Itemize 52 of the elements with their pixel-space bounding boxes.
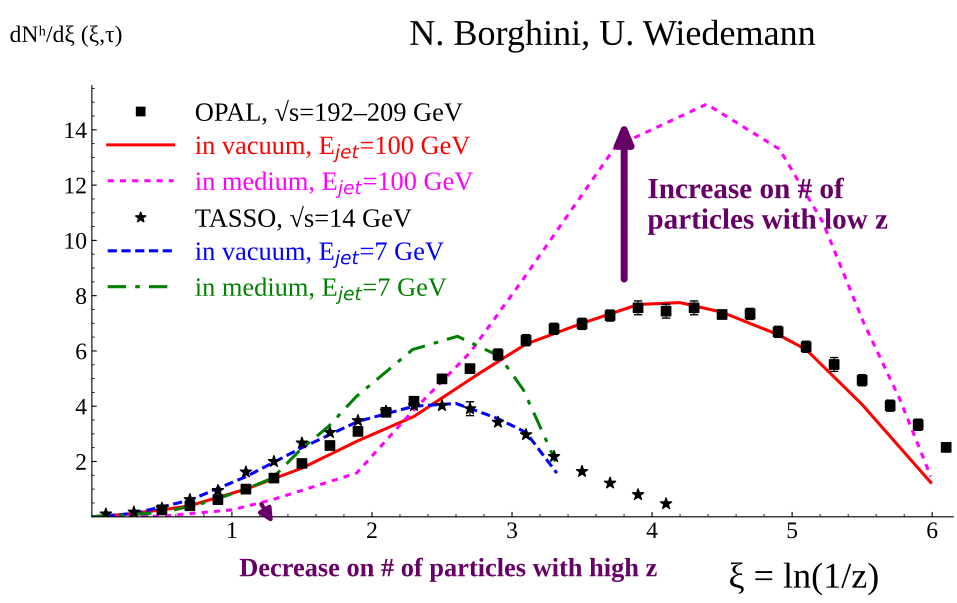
point	[828, 359, 840, 370]
point	[128, 506, 140, 517]
x-tick-label: 1	[228, 522, 236, 538]
point	[492, 416, 504, 428]
point	[576, 464, 588, 477]
point	[464, 363, 476, 374]
chart-title: N. Borghini, U. Wiedemann	[410, 20, 816, 53]
y-tick-label: 12	[65, 178, 86, 194]
point	[436, 374, 448, 384]
x-tick-label: 6	[927, 522, 938, 538]
point	[268, 472, 280, 484]
point	[240, 484, 252, 494]
legend-label: OPAL, √s=192–209 GeV	[196, 100, 463, 125]
point	[352, 414, 364, 426]
point	[716, 309, 728, 320]
point	[436, 399, 448, 412]
legend-label: in medium, E$_{jet}$=7 GeV	[195, 277, 447, 304]
y-axis-title: dNʰ/dξ (ξ,τ)	[10, 25, 122, 47]
point	[268, 454, 280, 467]
annotation: Increase on # of particles with low z	[648, 178, 888, 235]
y-tick-label: 4	[76, 398, 87, 414]
y-tick-label: 8	[76, 288, 86, 304]
point	[100, 508, 112, 517]
text: Decrease on # of particles with high z	[240, 558, 657, 582]
legend-label: in vacuum, E$_{jet}$=100 GeV	[195, 136, 470, 162]
legend-label: TASSO, √s=14 GeV	[195, 206, 412, 231]
point	[212, 484, 224, 496]
point	[604, 476, 616, 488]
y-tick-label: 6	[76, 344, 86, 360]
point	[324, 440, 336, 451]
x-tick-label: 5	[788, 522, 798, 538]
point	[296, 436, 308, 448]
x-axis-title: ξ = ln(1/z)	[730, 562, 878, 596]
x-tick-label: 2	[367, 522, 377, 538]
x-tick-label: 3	[507, 522, 517, 538]
x-tick-label: 4	[646, 522, 658, 538]
point	[352, 426, 364, 437]
point	[632, 488, 644, 500]
point	[660, 306, 672, 316]
point	[520, 428, 532, 440]
y-tick-label: 2	[76, 454, 86, 470]
y-tick-label: 10	[65, 232, 86, 249]
point	[548, 450, 560, 462]
point	[296, 458, 308, 469]
point	[212, 494, 224, 505]
point	[660, 497, 672, 510]
point	[940, 442, 952, 453]
point	[240, 465, 252, 478]
y-tick-label: 14	[65, 122, 87, 138]
legend-label: in vacuum, E$_{jet}$=7 GeV	[195, 242, 444, 268]
legend-label: in medium, E$_{jet}$=100 GeV	[195, 172, 474, 198]
point	[324, 426, 336, 438]
